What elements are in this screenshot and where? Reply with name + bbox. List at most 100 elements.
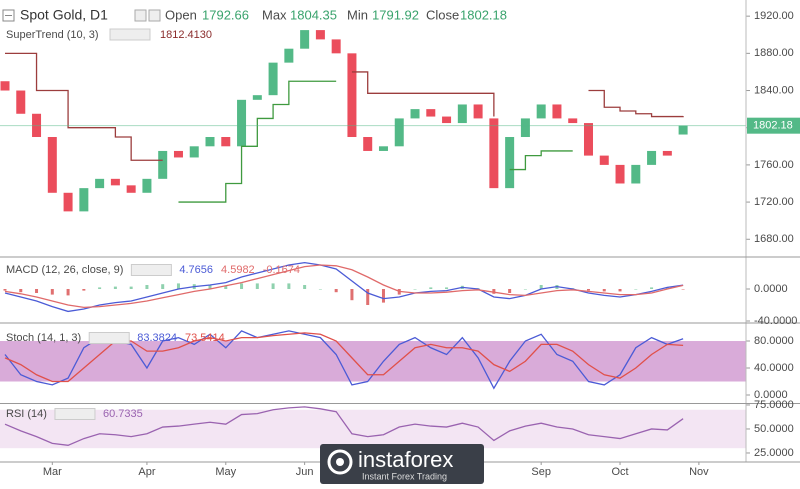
labels: Spot Gold, D1 Open 1792.66 Max 1804.35 M…: [2, 7, 800, 478]
watermark: instaforex Instant Forex Trading: [320, 444, 484, 484]
histogram-bar: [35, 289, 39, 293]
indicator-readout: 60.7335: [103, 408, 143, 420]
x-tick-label: Oct: [611, 466, 628, 478]
histogram-bar: [413, 289, 417, 290]
histogram-bar: [113, 286, 117, 289]
candle-body: [173, 150, 183, 158]
histogram-bar: [665, 287, 669, 289]
histogram-bar: [539, 285, 543, 289]
collapse-icon[interactable]: [2, 9, 15, 22]
histogram-bar: [429, 287, 433, 289]
indicator-readout: 4.5982: [221, 264, 255, 276]
candle-body: [426, 109, 436, 117]
candle-body: [237, 99, 247, 147]
indicator-icons[interactable]: [54, 408, 96, 420]
candle-body: [647, 150, 657, 165]
indicator-label: MACD (12, 26, close, 9): [6, 264, 123, 276]
candle-body: [189, 146, 199, 158]
histogram-bar: [66, 289, 70, 296]
x-tick-label: Mar: [43, 466, 62, 478]
candle-body: [300, 30, 310, 49]
histogram-bar: [82, 289, 86, 291]
bands: [0, 341, 746, 449]
candle-body: [631, 164, 641, 184]
settings-icon[interactable]: [134, 9, 147, 22]
indicator-icons[interactable]: [88, 332, 130, 344]
min-label: Min: [347, 7, 368, 22]
candle-body: [599, 155, 609, 165]
y-tick-label: 50.0000: [754, 423, 794, 435]
y-tick-label: 1920.00: [754, 10, 794, 22]
histogram-bar: [602, 289, 606, 292]
watermark-name: instaforex: [358, 447, 453, 472]
last-price-label: 1802.18: [753, 120, 793, 132]
candle-body: [315, 30, 325, 40]
candle-body: [79, 188, 89, 212]
candle-body: [221, 137, 231, 147]
max-value: 1804.35: [290, 7, 337, 22]
indicator-readout: 4.7656: [179, 264, 213, 276]
histogram-bar: [634, 289, 638, 290]
y-tick-label: 1840.00: [754, 84, 794, 96]
y-tick-label: 0.0000: [754, 283, 788, 295]
hide-icon[interactable]: [148, 9, 161, 22]
histogram-bar: [129, 286, 133, 289]
y-tick-label: 1720.00: [754, 196, 794, 208]
histogram-bar: [366, 289, 370, 305]
candle-body: [284, 48, 294, 63]
histogram-bar: [224, 285, 228, 289]
y-tick-label: -40.0000: [754, 315, 797, 327]
histogram-bar: [618, 289, 622, 292]
histogram-bar: [381, 289, 385, 303]
indicator-label: Stoch (14, 1, 3): [6, 332, 81, 344]
y-tick-label: 25.0000: [754, 447, 794, 459]
x-tick-label: Apr: [138, 466, 155, 478]
candle-body: [552, 104, 562, 119]
y-tick-label: 1680.00: [754, 233, 794, 245]
histogram-bar: [650, 287, 654, 289]
candle-body: [457, 104, 467, 124]
candle-body: [568, 118, 578, 124]
y-tick-label: 80.0000: [754, 335, 794, 347]
series-line: [5, 52, 684, 161]
candle-body: [442, 116, 452, 124]
histogram-bar: [208, 285, 212, 289]
indicator-readout: 83.3824: [137, 332, 177, 344]
candle-body: [536, 104, 546, 119]
candle-body: [520, 118, 530, 138]
watermark-icon: [327, 449, 353, 475]
histogram-bar: [240, 283, 244, 289]
histogram-bar: [287, 283, 291, 289]
series-line: [178, 80, 573, 203]
candle-body: [268, 62, 278, 96]
supertrend-label: SuperTrend (10, 3): [6, 29, 99, 41]
candle-body: [47, 137, 57, 193]
y-tick-label: 1760.00: [754, 159, 794, 171]
open-value: 1792.66: [202, 7, 249, 22]
candle-body: [662, 150, 672, 156]
x-tick-label: Nov: [689, 466, 709, 478]
x-tick-label: Jun: [296, 466, 314, 478]
candle-body: [394, 118, 404, 147]
last-price-box: [747, 117, 800, 134]
marks: [0, 15, 750, 465]
indicator-readout: 73.5414: [185, 332, 225, 344]
candle-body: [505, 137, 515, 189]
candle-body: [615, 164, 625, 184]
indicator-icons[interactable]: [109, 28, 151, 41]
series-line: [4, 264, 684, 309]
y-tick-label: 40.0000: [754, 362, 794, 374]
histogram-bar: [681, 289, 685, 290]
histogram-bar: [303, 285, 307, 289]
indicator-icons[interactable]: [130, 264, 172, 276]
min-value: 1791.92: [372, 7, 419, 22]
candle-body: [205, 137, 215, 147]
close-label: Close: [426, 7, 459, 22]
histogram-bar: [334, 289, 338, 293]
candle-body: [473, 104, 483, 119]
close-value: 1802.18: [460, 7, 507, 22]
candle-body: [63, 192, 73, 212]
histogram-bar: [350, 289, 354, 301]
supertrend-readout: 1812.4130: [160, 29, 212, 41]
